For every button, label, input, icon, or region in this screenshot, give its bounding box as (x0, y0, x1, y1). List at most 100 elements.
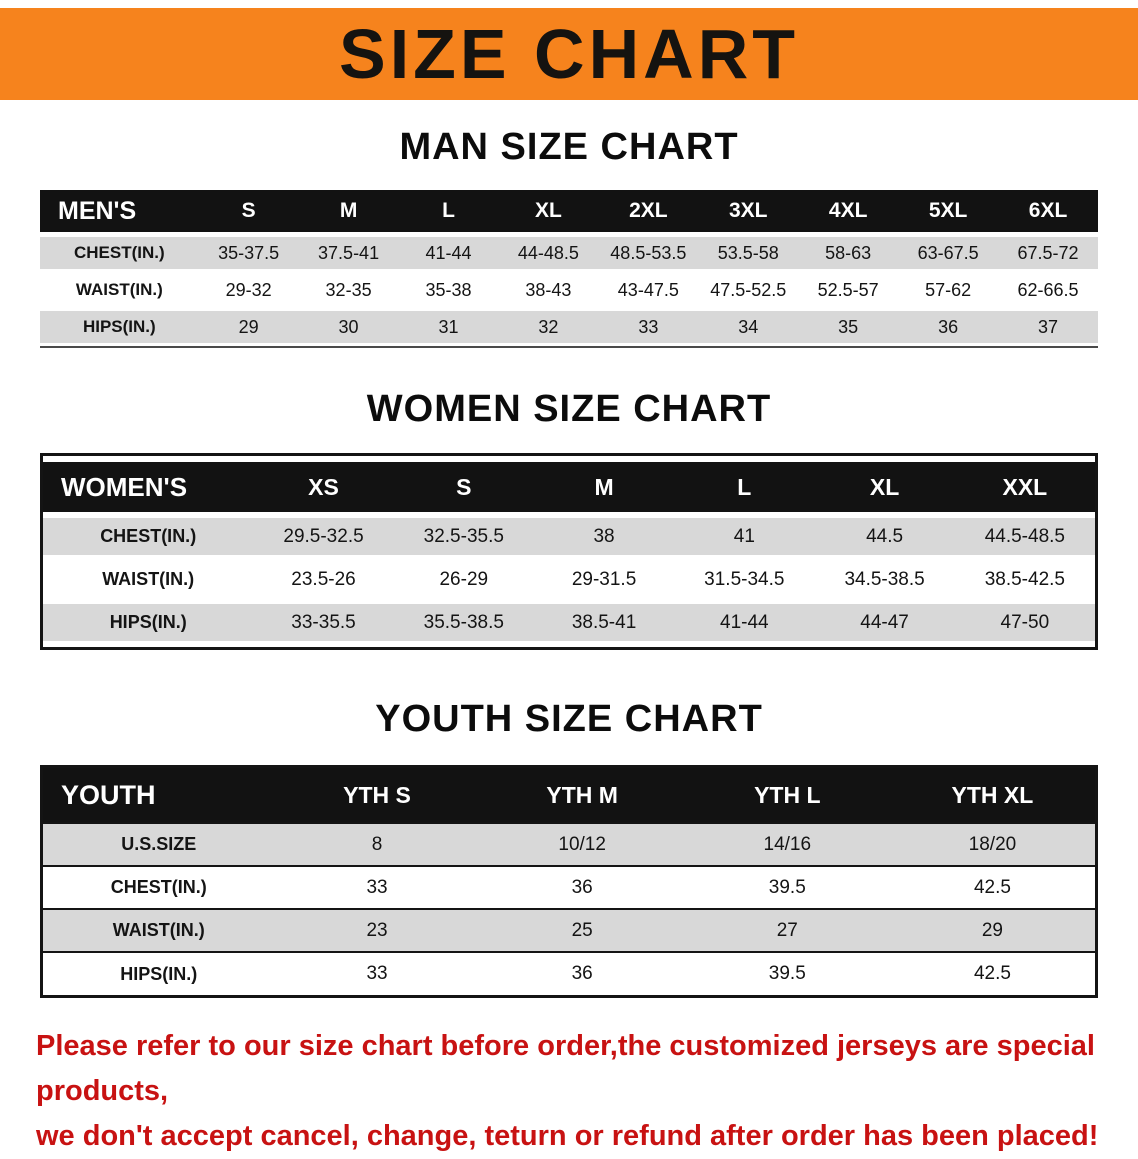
value-cell: 37.5-41 (318, 242, 380, 263)
men-size-table-wrap: MEN'S S M L XL 2XL 3XL 4XL 5XL 6XL CHEST(IN.) 35-37… (40, 185, 1098, 348)
size-header-cell: YTH L (684, 768, 890, 823)
value-cell: 30 (338, 316, 359, 337)
size-header-cell: YTH M (479, 768, 685, 823)
table-header-row: YOUTH YTH S YTH M YTH L YTH XL (43, 768, 1095, 823)
footer-note: Please refer to our size chart before or… (0, 1024, 1138, 1159)
table-row: WAIST(IN.) 29-32 32-35 35-38 38-43 43-47.5 47.… (40, 274, 1098, 306)
table-header-row: MEN'S S M L XL 2XL 3XL 4XL 5XL 6XL (40, 190, 1098, 232)
value-cell: 43-47.5 (617, 279, 679, 300)
footer-note-line: Please refer to our size chart before or… (36, 1030, 1095, 1107)
value-cell: 34 (738, 316, 759, 337)
value-cell: 47-50 (1000, 611, 1050, 633)
value-cell: 34.5-38.5 (844, 568, 925, 590)
youth-size-table-wrap: YOUTH YTH S YTH M YTH L YTH XL U.S.SIZE 8 10/12… (40, 765, 1098, 998)
value-cell: 41-44 (720, 611, 769, 633)
size-header-cell: XS (253, 462, 394, 512)
value-cell: 33 (274, 951, 480, 995)
measure-label-cell: CHEST(IN.) (74, 243, 165, 262)
value-cell: 44.5 (866, 525, 904, 547)
value-cell: 35.5-38.5 (423, 611, 504, 633)
value-cell: 10/12 (479, 822, 685, 866)
measure-label-cell: WAIST(IN.) (102, 569, 195, 589)
value-cell: 33 (274, 865, 480, 909)
size-chart-page: SIZE CHART MAN SIZE CHART MEN'S S M L XL 2XL 3… (0, 8, 1138, 1159)
value-cell: 38-43 (525, 279, 572, 300)
value-cell: 33 (638, 316, 659, 337)
measure-label-cell: WAIST(IN.) (43, 908, 275, 952)
value-cell: 36 (938, 316, 959, 337)
value-cell: 14/16 (684, 822, 890, 866)
value-cell: 29.5-32.5 (283, 525, 364, 547)
value-cell: 29 (238, 316, 259, 337)
value-cell: 42.5 (889, 951, 1095, 995)
value-cell: 27 (684, 908, 890, 952)
value-cell: 44-47 (860, 611, 909, 633)
value-cell: 29 (889, 908, 1095, 952)
value-cell: 37 (1038, 316, 1059, 337)
size-header-cell: 4XL (798, 190, 899, 232)
size-header-cell: L (674, 462, 815, 512)
value-cell: 25 (479, 908, 685, 952)
value-cell: 29-31.5 (571, 568, 637, 590)
value-cell: 63-67.5 (917, 242, 979, 263)
value-cell: 35-38 (425, 279, 472, 300)
value-cell: 31.5-34.5 (704, 568, 785, 590)
table-row: HIPS(IN.) 29 30 31 32 33 34 35 36 37 (40, 311, 1098, 343)
measure-label-cell: U.S.SIZE (43, 822, 275, 866)
value-cell: 32.5-35.5 (423, 525, 504, 547)
value-cell: 35 (838, 316, 859, 337)
value-cell: 38.5-42.5 (984, 568, 1065, 590)
size-header-cell: M (298, 190, 399, 232)
men-section-heading: MAN SIZE CHART (399, 126, 739, 168)
table-row: U.S.SIZE 8 10/12 14/16 18/20 (43, 822, 1095, 866)
youth-size-table: YOUTH YTH S YTH M YTH L YTH XL U.S.SIZE 8 10/12… (43, 768, 1095, 995)
table-row: CHEST(IN.) 33 36 39.5 42.5 (43, 865, 1095, 909)
value-cell: 67.5-72 (1017, 242, 1079, 263)
value-cell: 23.5-26 (291, 568, 356, 590)
banner: SIZE CHART (0, 8, 1138, 100)
value-cell: 35-37.5 (218, 242, 280, 263)
table-header-row: WOMEN'S XS S M L XL XXL (43, 462, 1095, 512)
measure-label-cell: HIPS(IN.) (109, 612, 187, 632)
size-header-cell: L (398, 190, 499, 232)
size-header-cell: XL (498, 190, 599, 232)
value-cell: 26-29 (439, 568, 489, 590)
value-cell: 29-32 (225, 279, 272, 300)
value-cell: 23 (274, 908, 480, 952)
youth-section-heading: YOUTH SIZE CHART (375, 698, 763, 740)
size-header-cell: XXL (954, 462, 1095, 512)
banner-title: SIZE CHART (339, 15, 799, 93)
women-size-table: WOMEN'S XS S M L XL XXL CHEST(IN.) 29.5-32.5 32.5… (43, 456, 1095, 647)
men-size-table: MEN'S S M L XL 2XL 3XL 4XL 5XL 6XL CHEST(IN.) 35-37… (40, 185, 1098, 348)
size-header-cell: YTH S (274, 768, 480, 823)
men-size-section: MAN SIZE CHART MEN'S S M L XL 2XL 3XL 4XL 5XL 6XL… (0, 126, 1138, 348)
value-cell: 36 (479, 865, 685, 909)
value-cell: 41-44 (425, 242, 472, 263)
value-cell: 57-62 (925, 279, 972, 300)
women-section-heading: WOMEN SIZE CHART (366, 388, 772, 430)
table-title-cell: WOMEN'S (43, 462, 254, 512)
value-cell: 32-35 (325, 279, 372, 300)
value-cell: 39.5 (684, 951, 890, 995)
size-header-cell: YTH XL (889, 768, 1095, 823)
size-header-cell: XL (814, 462, 955, 512)
value-cell: 36 (479, 951, 685, 995)
measure-label-cell: HIPS(IN.) (82, 317, 156, 336)
table-title-cell: YOUTH (43, 768, 275, 823)
men-table-underline (40, 346, 1098, 348)
value-cell: 33-35.5 (291, 611, 356, 633)
measure-label-cell: CHEST(IN.) (43, 865, 275, 909)
table-row: CHEST(IN.) 29.5-32.5 32.5-35.5 38 41 44.5 44.5… (43, 518, 1095, 555)
size-header-cell: S (393, 462, 534, 512)
size-header-cell: 3XL (698, 190, 799, 232)
value-cell: 62-66.5 (1017, 279, 1079, 300)
table-row: HIPS(IN.) 33 36 39.5 42.5 (43, 951, 1095, 995)
value-cell: 52.5-57 (817, 279, 879, 300)
value-cell: 44-48.5 (517, 242, 579, 263)
value-cell: 8 (274, 822, 480, 866)
measure-label-cell: HIPS(IN.) (43, 951, 275, 995)
size-header-cell: 5XL (898, 190, 999, 232)
value-cell: 31 (438, 316, 459, 337)
size-header-cell: M (533, 462, 675, 512)
value-cell: 47.5-52.5 (710, 279, 787, 300)
